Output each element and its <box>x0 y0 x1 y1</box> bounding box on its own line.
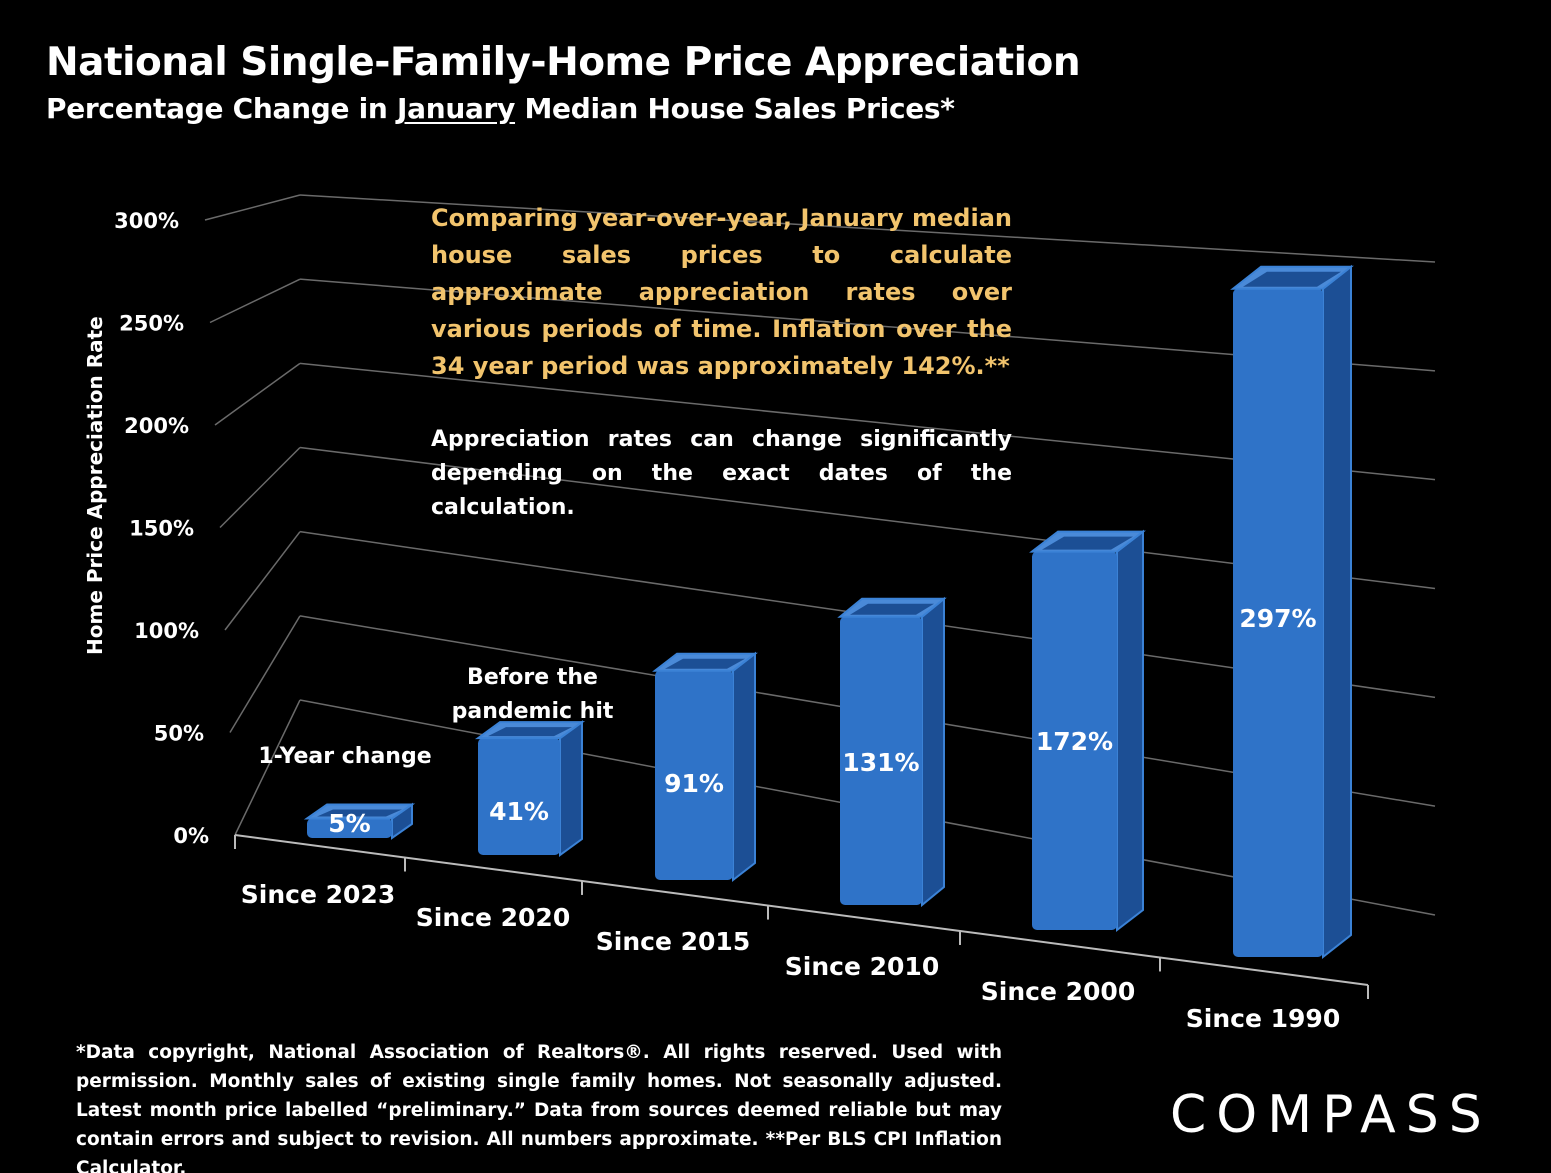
bar-group <box>303 802 416 840</box>
y-tick-label: 200% <box>124 414 189 438</box>
y-axis-title: Home Price Appreciation Rate <box>83 316 107 655</box>
gridline-wall <box>204 194 301 221</box>
subtitle-prefix: Percentage Change in <box>46 92 397 125</box>
compass-logo: COMPASS <box>1170 1085 1492 1145</box>
footnote: *Data copyright, National Association of… <box>76 1042 1002 1173</box>
gridline-wall <box>209 278 301 324</box>
bar-group <box>474 720 586 857</box>
annotation-1yr: 1-Year change <box>258 744 432 769</box>
bar-top-inner <box>665 658 745 669</box>
gridline-wall <box>234 699 301 836</box>
x-tick-label: Since 2000 <box>981 977 1135 1006</box>
data-label: 297% <box>1239 604 1316 633</box>
note-highlight: Comparing year-over-year, January median… <box>431 204 1012 380</box>
bar <box>655 670 733 880</box>
bar-group <box>1029 529 1146 933</box>
gridline <box>299 194 1436 263</box>
bar <box>307 818 392 838</box>
bar-top-inner <box>1042 536 1133 550</box>
x-tick-label: Since 2015 <box>596 927 750 956</box>
x-tick-label: Since 2020 <box>416 903 570 932</box>
bar-top-inner <box>317 809 402 817</box>
bar-side <box>1116 529 1144 933</box>
gridline-wall <box>224 531 301 631</box>
data-label: 5% <box>328 809 370 838</box>
bar-top-inner <box>1243 271 1341 287</box>
bar <box>1032 551 1117 930</box>
data-label: 172% <box>1036 727 1113 756</box>
bar-side <box>921 596 945 908</box>
annotation-pandemic: Before the pandemic hit <box>440 661 625 729</box>
y-tick-label: 100% <box>134 619 199 643</box>
y-tick-label: 150% <box>129 517 194 541</box>
gridline-wall <box>214 362 301 426</box>
subtitle-underlined: January <box>396 92 516 125</box>
bar-group <box>1230 264 1354 960</box>
subtitle-suffix: Median House Sales Prices* <box>515 92 955 125</box>
page-title: National Single-Family-Home Price Apprec… <box>46 40 1081 85</box>
gridline-wall <box>219 446 301 529</box>
data-label: 41% <box>489 797 549 826</box>
annotation-pandemic-line1: Before the <box>467 665 598 690</box>
page-subtitle: Percentage Change in January Median Hous… <box>46 92 955 125</box>
bar <box>1233 288 1323 957</box>
bar-side <box>1322 264 1352 960</box>
y-tick-label: 250% <box>119 312 184 336</box>
y-tick-label: 0% <box>173 824 209 848</box>
bars <box>303 264 1354 960</box>
y-tick-label: 50% <box>154 722 204 746</box>
annotation-pandemic-line2: pandemic hit <box>451 699 614 724</box>
data-label: 91% <box>664 769 724 798</box>
bar-group <box>837 596 947 908</box>
data-label: 131% <box>842 748 919 777</box>
gridline-wall <box>229 615 301 733</box>
x-tick-label: Since 2023 <box>241 880 395 909</box>
bar-group <box>652 651 758 883</box>
axes <box>234 834 1369 999</box>
x-tick-label: Since 2010 <box>785 952 939 981</box>
bar-side <box>732 651 756 883</box>
bar-top-inner <box>488 727 572 737</box>
bar-side <box>559 720 583 857</box>
bar <box>478 738 560 855</box>
x-tick-label: Since 1990 <box>1186 1004 1340 1033</box>
bar <box>840 616 922 905</box>
note-secondary: Appreciation rates can change significan… <box>431 427 1012 520</box>
bar-top-inner <box>850 603 934 615</box>
x-axis-line <box>234 834 1369 986</box>
y-tick-label: 300% <box>114 209 179 233</box>
labels: 0% 50% 100% 150% 200% 250% 300% 5% 41% 91% 131% 172… <box>114 209 1340 1033</box>
